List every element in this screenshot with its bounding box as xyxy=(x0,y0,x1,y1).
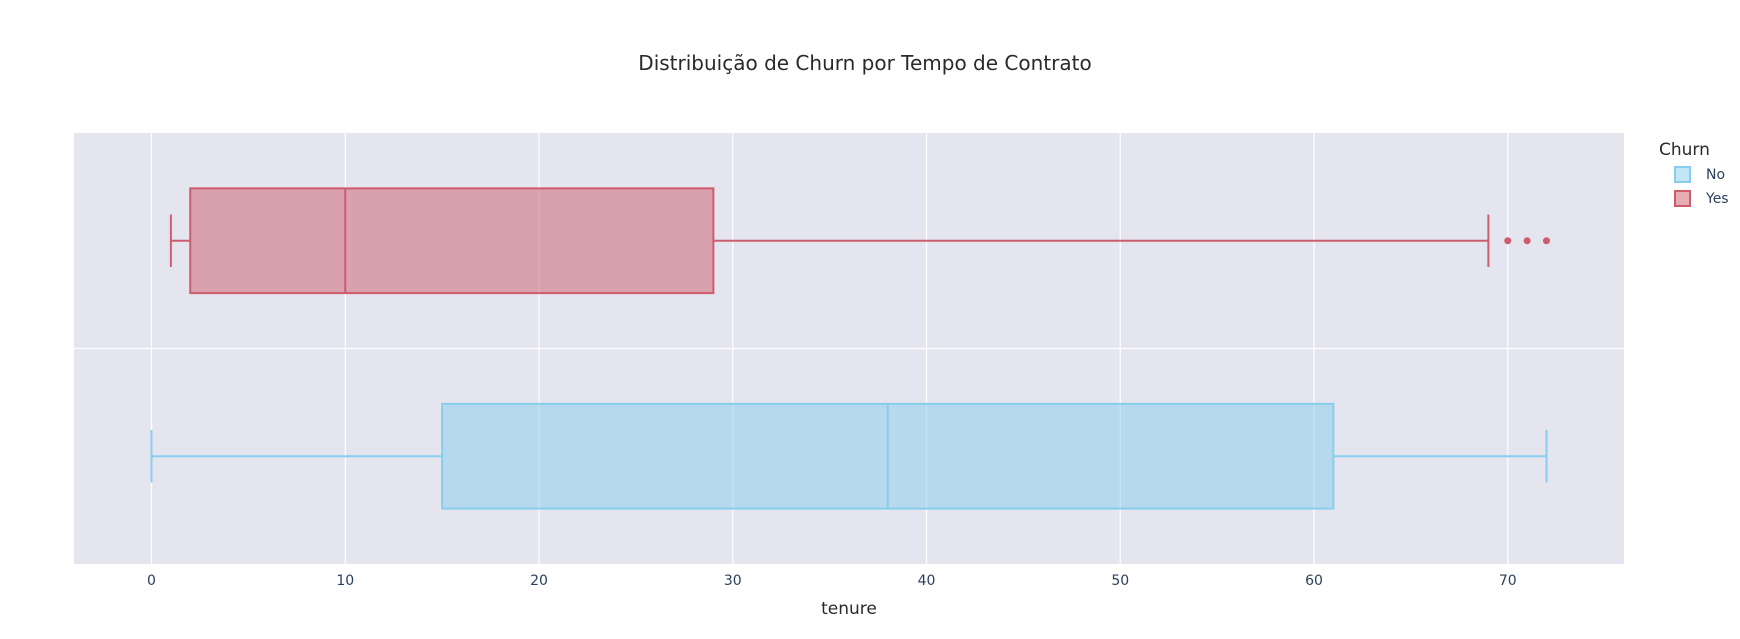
x-tick-label: 50 xyxy=(1111,573,1129,589)
iqr-box xyxy=(189,187,715,295)
x-tick-label: 10 xyxy=(336,573,354,589)
x-tick-label: 0 xyxy=(147,573,156,589)
outlier-point xyxy=(1504,237,1512,245)
box-no xyxy=(150,402,1548,510)
legend-label-yes: Yes xyxy=(1705,191,1729,207)
legend-swatch-yes xyxy=(1674,190,1691,207)
x-tick-label: 20 xyxy=(530,573,548,589)
x-axis-title: tenure xyxy=(821,599,877,619)
x-tick-label: 30 xyxy=(724,573,742,589)
x-tick-label: 40 xyxy=(918,573,936,589)
legend-swatch-no xyxy=(1674,166,1691,183)
x-tick-label: 70 xyxy=(1499,573,1517,589)
box-yes xyxy=(169,187,1550,295)
outlier-point xyxy=(1543,237,1550,245)
outlier-point xyxy=(1523,237,1531,245)
legend: Churn No Yes xyxy=(1659,140,1729,207)
box-series xyxy=(150,187,1550,510)
x-tick-label: 60 xyxy=(1305,573,1323,589)
chart-title: Distribuição de Churn por Tempo de Contr… xyxy=(638,51,1091,75)
legend-label-no: No xyxy=(1706,167,1725,183)
legend-title: Churn xyxy=(1659,140,1710,160)
x-tick-labels: 0 10 20 30 40 50 60 70 xyxy=(147,573,1517,589)
